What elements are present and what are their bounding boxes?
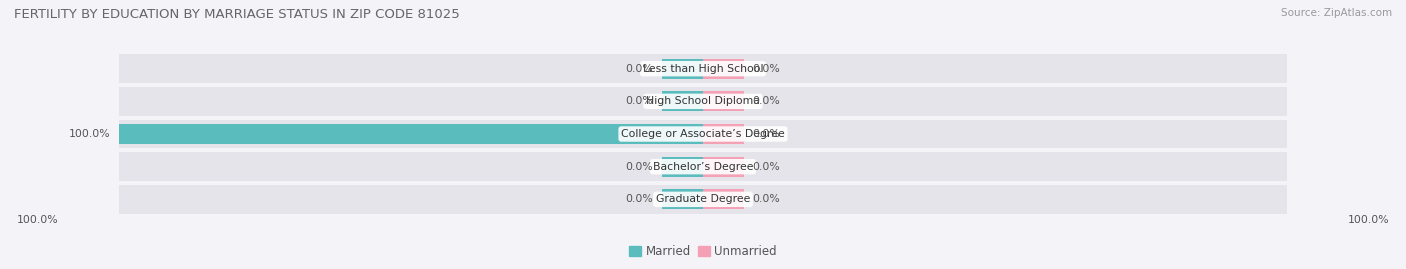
Text: Source: ZipAtlas.com: Source: ZipAtlas.com xyxy=(1281,8,1392,18)
Legend: Married, Unmarried: Married, Unmarried xyxy=(624,240,782,263)
Text: 0.0%: 0.0% xyxy=(752,194,780,204)
Text: High School Diploma: High School Diploma xyxy=(647,96,759,106)
Bar xyxy=(120,120,1286,148)
Text: College or Associate’s Degree: College or Associate’s Degree xyxy=(621,129,785,139)
Text: 100.0%: 100.0% xyxy=(69,129,111,139)
Text: 0.0%: 0.0% xyxy=(752,162,780,172)
Bar xyxy=(703,59,744,79)
Bar xyxy=(662,189,703,210)
Bar xyxy=(120,87,1286,116)
Text: 0.0%: 0.0% xyxy=(752,129,780,139)
Text: 100.0%: 100.0% xyxy=(1347,215,1389,225)
Text: FERTILITY BY EDUCATION BY MARRIAGE STATUS IN ZIP CODE 81025: FERTILITY BY EDUCATION BY MARRIAGE STATU… xyxy=(14,8,460,21)
Text: 0.0%: 0.0% xyxy=(626,162,654,172)
Text: 100.0%: 100.0% xyxy=(17,215,59,225)
Bar xyxy=(120,54,1286,83)
Bar xyxy=(662,91,703,111)
Bar xyxy=(703,91,744,111)
Bar xyxy=(120,185,1286,214)
Text: 0.0%: 0.0% xyxy=(752,96,780,106)
Bar xyxy=(120,152,1286,181)
Bar xyxy=(662,59,703,79)
Bar xyxy=(703,124,744,144)
Text: 0.0%: 0.0% xyxy=(752,64,780,74)
Text: Bachelor’s Degree: Bachelor’s Degree xyxy=(652,162,754,172)
Bar xyxy=(662,157,703,177)
Bar xyxy=(703,157,744,177)
Text: 0.0%: 0.0% xyxy=(626,96,654,106)
Text: 0.0%: 0.0% xyxy=(626,194,654,204)
Text: Less than High School: Less than High School xyxy=(643,64,763,74)
Text: Graduate Degree: Graduate Degree xyxy=(655,194,751,204)
Bar xyxy=(703,189,744,210)
Bar xyxy=(120,124,703,144)
Text: 0.0%: 0.0% xyxy=(626,64,654,74)
